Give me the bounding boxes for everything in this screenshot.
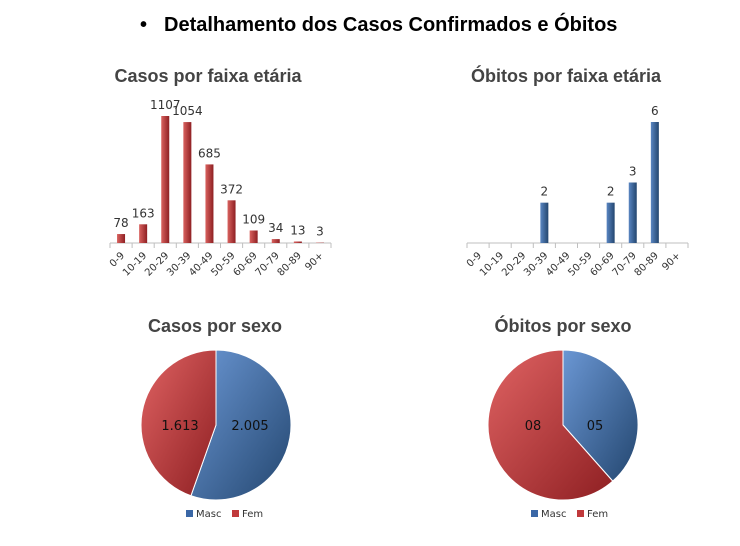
chart-title-obitos-sexo: Óbitos por sexo [494,316,632,336]
legend-label: Fem [587,509,608,520]
casos-faixa-tick-label: 10-19 [121,250,149,278]
obitos-faixa-bar-60-69 [606,202,615,243]
casos-faixa-value-label: 1054 [172,104,203,118]
casos-faixa-tick-label: 20-29 [143,250,171,278]
obitos-sexo-slice-label: 05 [587,419,604,434]
legend-swatch-masc [186,510,193,517]
obitos-faixa-tick-label: 60-69 [588,250,616,278]
casos-faixa-value-label: 13 [290,224,305,238]
casos-faixa-value-label: 163 [132,206,155,220]
legend-swatch-masc [531,510,538,517]
casos-faixa-bar-70-79 [271,239,280,243]
obitos-faixa-value-label: 3 [629,165,637,179]
legend-label: Fem [242,509,263,520]
casos-faixa-tick-label: 70-79 [254,250,282,278]
casos-faixa-bar-30-39 [183,122,192,243]
casos-faixa-value-label: 372 [220,182,243,196]
casos-faixa-value-label: 3 [316,225,324,239]
casos-sexo-slice-masc [190,349,292,501]
obitos-faixa-tick-label: 80-89 [633,250,661,278]
obitos-faixa-bars: 0-910-1920-29230-3940-4950-59260-69370-7… [465,104,689,279]
casos-faixa-value-label: 1107 [150,98,181,112]
obitos-faixa-value-label: 2 [607,185,615,199]
casos-faixa-value-label: 34 [268,221,283,235]
obitos-faixa-bar-30-39 [540,202,549,243]
section-heading: • Detalhamento dos Casos Confirmados e Ób… [140,14,617,37]
casos-sexo-slice-label: 2.005 [231,419,268,434]
casos-faixa-tick-label: 30-39 [165,250,193,278]
obitos-faixa-value-label: 2 [541,185,549,199]
legend-label: Masc [196,509,221,520]
obitos-faixa-bar-70-79 [628,182,637,243]
casos-faixa-bars: 780-916310-19110720-29105430-3968540-493… [108,98,332,279]
obitos-faixa-value-label: 6 [651,104,659,118]
obitos-sexo-pie: 05 08 Masc Fem [487,349,639,520]
casos-faixa-tick-label: 40-49 [187,250,215,278]
heading-text: Detalhamento dos Casos Confirmados e Óbi… [164,14,618,36]
casos-faixa-tick-label: 90+ [303,250,326,273]
casos-sexo-slice-fem [140,349,217,497]
obitos-faixa-tick-label: 40-49 [544,250,572,278]
casos-faixa-tick-label: 50-59 [209,250,237,278]
casos-faixa-bar-20-29 [161,116,170,243]
legend-swatch-fem [232,510,239,517]
legend-swatch-fem [577,510,584,517]
chart-title-casos-sexo: Casos por sexo [147,316,283,336]
casos-faixa-bar-0-9 [117,234,126,243]
bullet-icon: • [140,14,148,36]
obitos-faixa-bar-80-89 [650,122,659,243]
casos-faixa-bar-60-69 [249,230,258,243]
casos-faixa-value-label: 78 [113,216,128,230]
casos-faixa-bar-80-89 [293,241,302,243]
obitos-sexo-slice-masc [562,349,639,482]
casos-faixa-tick-label: 80-89 [276,250,304,278]
obitos-sexo-slice-fem [487,349,614,501]
obitos-faixa-tick-label: 20-29 [500,250,528,278]
legend-label: Masc [541,509,566,520]
casos-faixa-value-label: 109 [242,212,265,226]
obitos-faixa-tick-label: 90+ [660,250,683,273]
casos-faixa-bar-10-19 [139,224,148,243]
casos-faixa-value-label: 685 [198,146,221,160]
obitos-faixa-tick-label: 70-79 [611,250,639,278]
obitos-faixa-tick-label: 50-59 [566,250,594,278]
casos-faixa-bar-40-49 [205,164,214,243]
casos-sexo-pie: 2.005 1.613 Masc Fem [140,349,292,520]
casos-faixa-bar-50-59 [227,200,236,243]
obitos-sexo-slice-label: 08 [525,419,542,434]
chart-title-casos-faixa: Casos por faixa etária [114,66,302,86]
casos-sexo-slice-label: 1.613 [161,419,198,434]
obitos-faixa-tick-label: 30-39 [522,250,550,278]
casos-faixa-tick-label: 60-69 [231,250,259,278]
chart-title-obitos-faixa: Óbitos por faixa etária [470,66,662,86]
obitos-faixa-tick-label: 10-19 [478,250,506,278]
